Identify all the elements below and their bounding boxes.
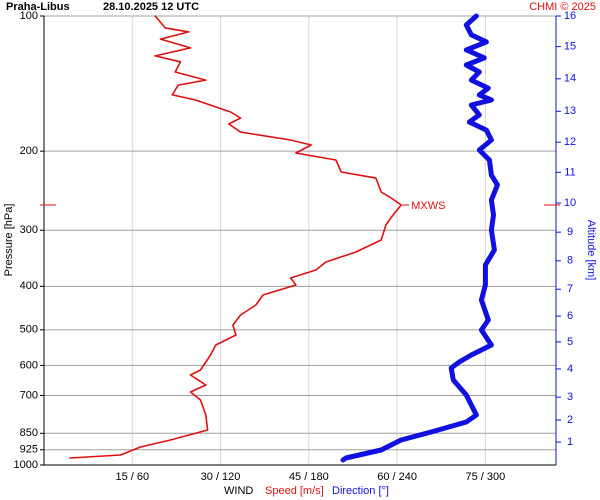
y2-tick-label: 8 — [567, 255, 573, 267]
y2-tick-label: 1 — [567, 436, 573, 448]
y2-tick-label: 7 — [567, 283, 573, 295]
legend-entry: Direction [°] — [332, 485, 389, 497]
legend-entry: Speed [m/s] — [265, 485, 324, 497]
chart-title: Praha-Libus — [6, 1, 70, 13]
y-tick-label: 600 — [20, 359, 38, 371]
y2-tick-label: 13 — [564, 105, 576, 117]
y2-tick-label: 14 — [564, 73, 576, 85]
x-tick-label: 30 / 120 — [201, 471, 241, 483]
x-tick-label: 45 / 180 — [289, 471, 329, 483]
x-tick-label: 75 / 300 — [465, 471, 505, 483]
chart-subtitle: 28.10.2025 12 UTC — [103, 1, 199, 13]
y2-tick-label: 12 — [564, 136, 576, 148]
y2-axis-label: Altitude [km] — [585, 220, 597, 281]
y-tick-label: 850 — [20, 427, 38, 439]
y-tick-label: 500 — [20, 324, 38, 336]
y2-tick-label: 2 — [567, 414, 573, 426]
credit: CHMI © 2025 — [529, 1, 596, 13]
y2-tick-label: 15 — [564, 41, 576, 53]
y2-tick-label: 3 — [567, 391, 573, 403]
x-axis-label: WIND — [224, 485, 253, 497]
y2-tick-label: 5 — [567, 336, 573, 348]
y-tick-label: 200 — [20, 145, 38, 157]
y2-tick-label: 10 — [564, 197, 576, 209]
profile-line — [340, 13, 500, 463]
y-tick-label: 100 — [20, 10, 38, 22]
y-tick-label: 1000 — [14, 459, 38, 471]
y2-tick-label: 16 — [564, 10, 576, 22]
y-tick-label: 700 — [20, 389, 38, 401]
x-tick-label: 60 / 240 — [377, 471, 417, 483]
y2-tick-label: 11 — [564, 166, 575, 178]
y-tick-label: 400 — [20, 280, 38, 292]
x-tick-label: 15 / 60 — [115, 471, 149, 483]
y-axis-label: Pressure [hPa] — [3, 204, 15, 277]
annotation: MXWS — [411, 200, 445, 212]
y2-tick-label: 9 — [567, 226, 573, 238]
y2-tick-label: 4 — [567, 363, 573, 375]
y2-tick-label: 6 — [567, 310, 573, 322]
y-tick-label: 925 — [20, 444, 38, 456]
y-tick-label: 300 — [20, 224, 38, 236]
profile-line — [69, 15, 402, 459]
